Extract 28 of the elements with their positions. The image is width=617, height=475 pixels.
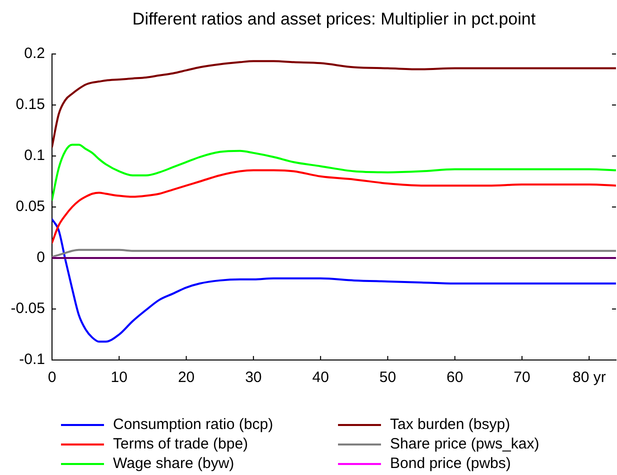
legend-label: Consumption ratio (bcp): [113, 416, 274, 434]
x-tick-label: 50: [379, 369, 396, 386]
legend-label: Share price (pws_kax): [390, 436, 540, 453]
line-series: [52, 169, 616, 244]
x-tick-label: 70: [514, 369, 530, 386]
y-tick-label: -0.1: [19, 351, 45, 368]
x-tick-label: 80 yr: [572, 369, 606, 386]
x-tick-label: 30: [245, 369, 262, 386]
x-tick-label: 10: [110, 369, 128, 386]
y-tick-label: 0.05: [16, 198, 45, 216]
line-series: [52, 144, 616, 201]
x-tick-label: 60: [446, 369, 464, 386]
x-tick-label: 0: [48, 369, 56, 386]
y-tick-label: -0.05: [10, 300, 45, 318]
line-series: [52, 248, 616, 258]
x-tick-label: 20: [178, 369, 195, 386]
legend-label: Tax burden (bsyp): [390, 416, 510, 434]
y-tick-label: 0.2: [24, 45, 45, 62]
legend-label: Terms of trade (bpe): [113, 436, 248, 453]
y-tick-label: 0.15: [16, 96, 45, 114]
x-tick-label: 40: [312, 369, 329, 386]
y-tick-label: 0.1: [24, 147, 45, 164]
legend-label: Wage share (byw): [113, 455, 234, 472]
line-series: [52, 60, 616, 148]
legend-label: Bond price (pwbs): [390, 455, 511, 472]
line-series: [52, 218, 616, 343]
y-tick-label: 0: [36, 249, 45, 266]
chart-title: Different ratios and asset prices: Multiplier in pct.point: [132, 10, 536, 29]
